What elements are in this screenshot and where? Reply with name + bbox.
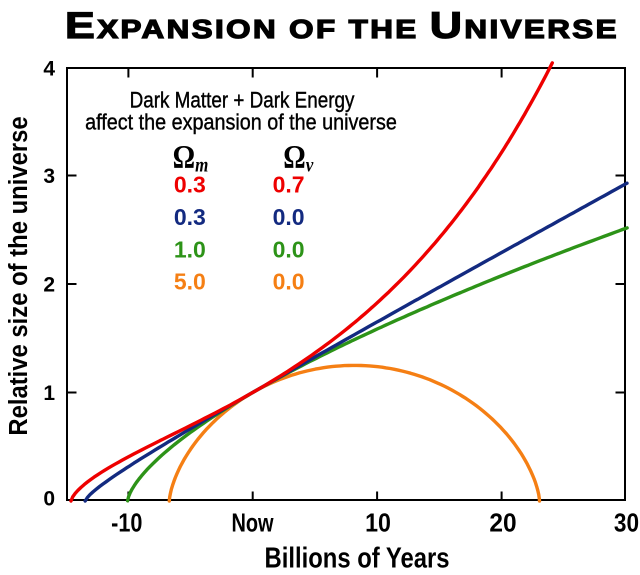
svg-text:5.0: 5.0 <box>174 269 206 295</box>
svg-text:1.0: 1.0 <box>174 236 206 262</box>
svg-text:0.0: 0.0 <box>273 269 305 295</box>
svg-text:0.0: 0.0 <box>273 204 305 230</box>
svg-text:Dark Matter + Dark Energy: Dark Matter + Dark Energy <box>130 88 355 113</box>
svg-text:0: 0 <box>43 488 55 511</box>
svg-text:Relative size of the universe: Relative size of the universe <box>4 116 33 435</box>
svg-text:affect the expansion of the un: affect the expansion of the universe <box>85 110 397 134</box>
svg-text:Billions of Years: Billions of Years <box>265 541 450 574</box>
svg-text:Ωv: Ωv <box>283 138 314 176</box>
svg-text:0.3: 0.3 <box>174 172 206 198</box>
svg-text:-10: -10 <box>111 508 142 537</box>
svg-text:0.7: 0.7 <box>273 172 305 198</box>
svg-text:1: 1 <box>43 382 55 405</box>
svg-text:10: 10 <box>365 509 391 537</box>
svg-text:30: 30 <box>614 509 639 538</box>
svg-text:Now: Now <box>231 508 274 537</box>
svg-text:Ωm: Ωm <box>173 138 209 176</box>
svg-text:4: 4 <box>43 58 55 81</box>
svg-text:0.3: 0.3 <box>174 204 206 230</box>
svg-text:2: 2 <box>43 274 55 297</box>
svg-text:3: 3 <box>43 165 55 188</box>
svg-text:EXPANSION OF THE UNIVERSE: EXPANSION OF THE UNIVERSE <box>65 4 619 46</box>
svg-text:20: 20 <box>489 509 516 538</box>
svg-text:0.0: 0.0 <box>273 236 305 262</box>
